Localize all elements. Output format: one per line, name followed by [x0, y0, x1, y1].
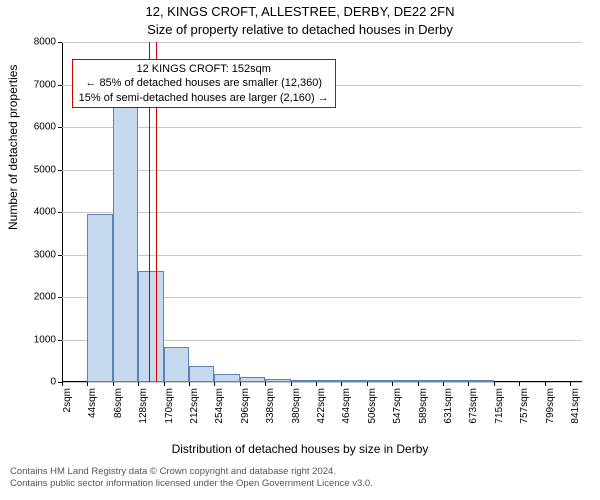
chart-title-main: 12, KINGS CROFT, ALLESTREE, DERBY, DE22 … — [0, 4, 600, 19]
x-tick-label: 422sqm — [316, 388, 327, 424]
x-tick-label: 506sqm — [367, 388, 378, 424]
x-tick-label: 44sqm — [87, 388, 98, 418]
x-tick-label: 86sqm — [113, 388, 124, 418]
x-tick-mark — [265, 382, 266, 386]
x-tick-label: 841sqm — [570, 388, 581, 424]
grid-line — [62, 42, 582, 43]
histogram-bar — [468, 380, 493, 382]
x-tick-mark — [214, 382, 215, 386]
y-tick-label: 7000 — [34, 79, 56, 90]
x-tick-label: 296sqm — [240, 388, 251, 424]
x-tick-label: 254sqm — [214, 388, 225, 424]
y-tick-label: 4000 — [34, 207, 56, 218]
x-tick-mark — [87, 382, 88, 386]
x-tick-label: 2sqm — [62, 388, 73, 412]
y-tick-mark — [58, 212, 62, 213]
x-tick-mark — [519, 382, 520, 386]
histogram-bar — [316, 380, 341, 382]
x-tick-mark — [443, 382, 444, 386]
x-tick-label: 464sqm — [341, 388, 352, 424]
x-tick-mark — [138, 382, 139, 386]
x-tick-mark — [291, 382, 292, 386]
histogram-bar — [164, 347, 189, 382]
x-tick-mark — [418, 382, 419, 386]
y-tick-label: 8000 — [34, 37, 56, 48]
x-tick-label: 212sqm — [189, 388, 200, 424]
y-tick-label: 2000 — [34, 292, 56, 303]
x-tick-label: 128sqm — [138, 388, 149, 424]
histogram-bar — [138, 271, 163, 382]
histogram-bar — [240, 377, 265, 382]
annotation-line: ← 85% of detached houses are smaller (12… — [79, 76, 329, 90]
x-tick-mark — [62, 382, 63, 386]
chart-container: 12, KINGS CROFT, ALLESTREE, DERBY, DE22 … — [0, 0, 600, 500]
grid-line — [62, 382, 582, 383]
y-tick-label: 0 — [50, 377, 56, 388]
x-tick-mark — [392, 382, 393, 386]
x-tick-mark — [367, 382, 368, 386]
x-tick-mark — [545, 382, 546, 386]
x-tick-label: 673sqm — [468, 388, 479, 424]
x-tick-mark — [164, 382, 165, 386]
x-tick-mark — [189, 382, 190, 386]
x-tick-label: 589sqm — [418, 388, 429, 424]
x-tick-mark — [494, 382, 495, 386]
histogram-bar — [418, 380, 443, 382]
histogram-bar — [113, 91, 138, 382]
histogram-bar — [341, 380, 366, 382]
chart-title-sub: Size of property relative to detached ho… — [0, 22, 600, 37]
x-tick-mark — [570, 382, 571, 386]
x-tick-mark — [240, 382, 241, 386]
y-tick-mark — [58, 85, 62, 86]
x-tick-mark — [468, 382, 469, 386]
plot-area: 0100020003000400050006000700080002sqm44s… — [62, 42, 582, 382]
histogram-bar — [367, 380, 392, 382]
annotation-box: 12 KINGS CROFT: 152sqm← 85% of detached … — [72, 59, 336, 108]
y-tick-mark — [58, 127, 62, 128]
y-axis-label: Number of detached properties — [6, 65, 20, 230]
x-tick-label: 715sqm — [494, 388, 505, 424]
y-tick-mark — [58, 255, 62, 256]
x-tick-label: 380sqm — [291, 388, 302, 424]
x-tick-label: 757sqm — [519, 388, 530, 424]
x-axis-label: Distribution of detached houses by size … — [0, 442, 600, 456]
histogram-bar — [291, 380, 316, 382]
histogram-bar — [443, 380, 468, 382]
x-tick-label: 338sqm — [265, 388, 276, 424]
y-tick-label: 3000 — [34, 249, 56, 260]
grid-line — [62, 170, 582, 171]
y-tick-mark — [58, 42, 62, 43]
x-tick-mark — [341, 382, 342, 386]
annotation-line: 12 KINGS CROFT: 152sqm — [79, 62, 329, 76]
x-tick-label: 631sqm — [443, 388, 454, 424]
histogram-bar — [392, 380, 417, 382]
histogram-bar — [87, 214, 112, 382]
x-tick-label: 547sqm — [392, 388, 403, 424]
y-tick-mark — [58, 340, 62, 341]
histogram-bar — [189, 366, 214, 382]
x-tick-mark — [113, 382, 114, 386]
grid-line — [62, 127, 582, 128]
footer-attribution: Contains HM Land Registry data © Crown c… — [10, 466, 373, 490]
annotation-line: 15% of semi-detached houses are larger (… — [79, 91, 329, 105]
x-tick-label: 170sqm — [164, 388, 175, 424]
grid-line — [62, 212, 582, 213]
histogram-bar — [214, 374, 239, 383]
y-tick-mark — [58, 170, 62, 171]
footer-line-2: Contains public sector information licen… — [10, 478, 373, 490]
y-tick-label: 5000 — [34, 164, 56, 175]
footer-line-1: Contains HM Land Registry data © Crown c… — [10, 466, 373, 478]
y-tick-label: 6000 — [34, 122, 56, 133]
y-tick-label: 1000 — [34, 334, 56, 345]
grid-line — [62, 255, 582, 256]
histogram-bar — [265, 379, 290, 382]
y-tick-mark — [58, 297, 62, 298]
x-tick-label: 799sqm — [545, 388, 556, 424]
x-tick-mark — [316, 382, 317, 386]
